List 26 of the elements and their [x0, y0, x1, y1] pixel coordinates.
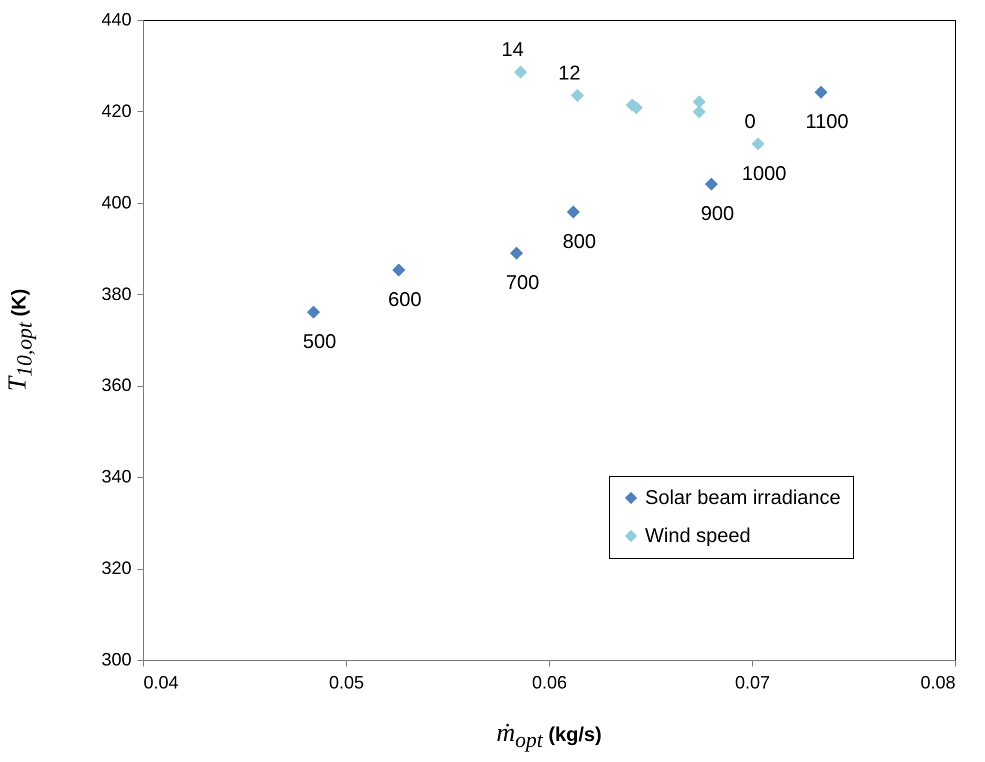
- x-tick-label: 0.06: [532, 672, 568, 692]
- y-tick-label: 380: [101, 284, 132, 304]
- legend-label: Wind speed: [645, 525, 751, 547]
- annotation: 14: [501, 39, 524, 62]
- y-tick-label: 360: [101, 375, 132, 396]
- y-tick-label: 300: [101, 650, 132, 670]
- x-tick-label: 0.07: [734, 672, 770, 692]
- x-tick-label: 0.05: [328, 672, 364, 692]
- y-tick-label: 340: [101, 466, 132, 487]
- annotation: 500: [302, 331, 336, 354]
- annotation: 600: [388, 289, 422, 312]
- annotation: 0: [744, 110, 756, 133]
- y-tick-label: 440: [101, 10, 132, 30]
- annotation: 800: [562, 231, 596, 253]
- x-axis-title: ṁ$_{opt}$ (kg/s): [495, 718, 603, 754]
- legend-label: Solar beam irradiance: [645, 487, 841, 509]
- y-tick-label: 400: [101, 192, 132, 212]
- annotation: 1000: [742, 162, 786, 185]
- y-tick-label: 420: [101, 100, 132, 121]
- annotation: 12: [558, 62, 581, 84]
- annotation: 700: [506, 272, 540, 294]
- y-tick-label: 320: [101, 558, 132, 578]
- annotation: 1100: [806, 111, 849, 134]
- x-tick-label: 0.04: [144, 672, 179, 692]
- x-tick-label: 0.08: [920, 672, 956, 692]
- annotation: 900: [700, 203, 734, 226]
